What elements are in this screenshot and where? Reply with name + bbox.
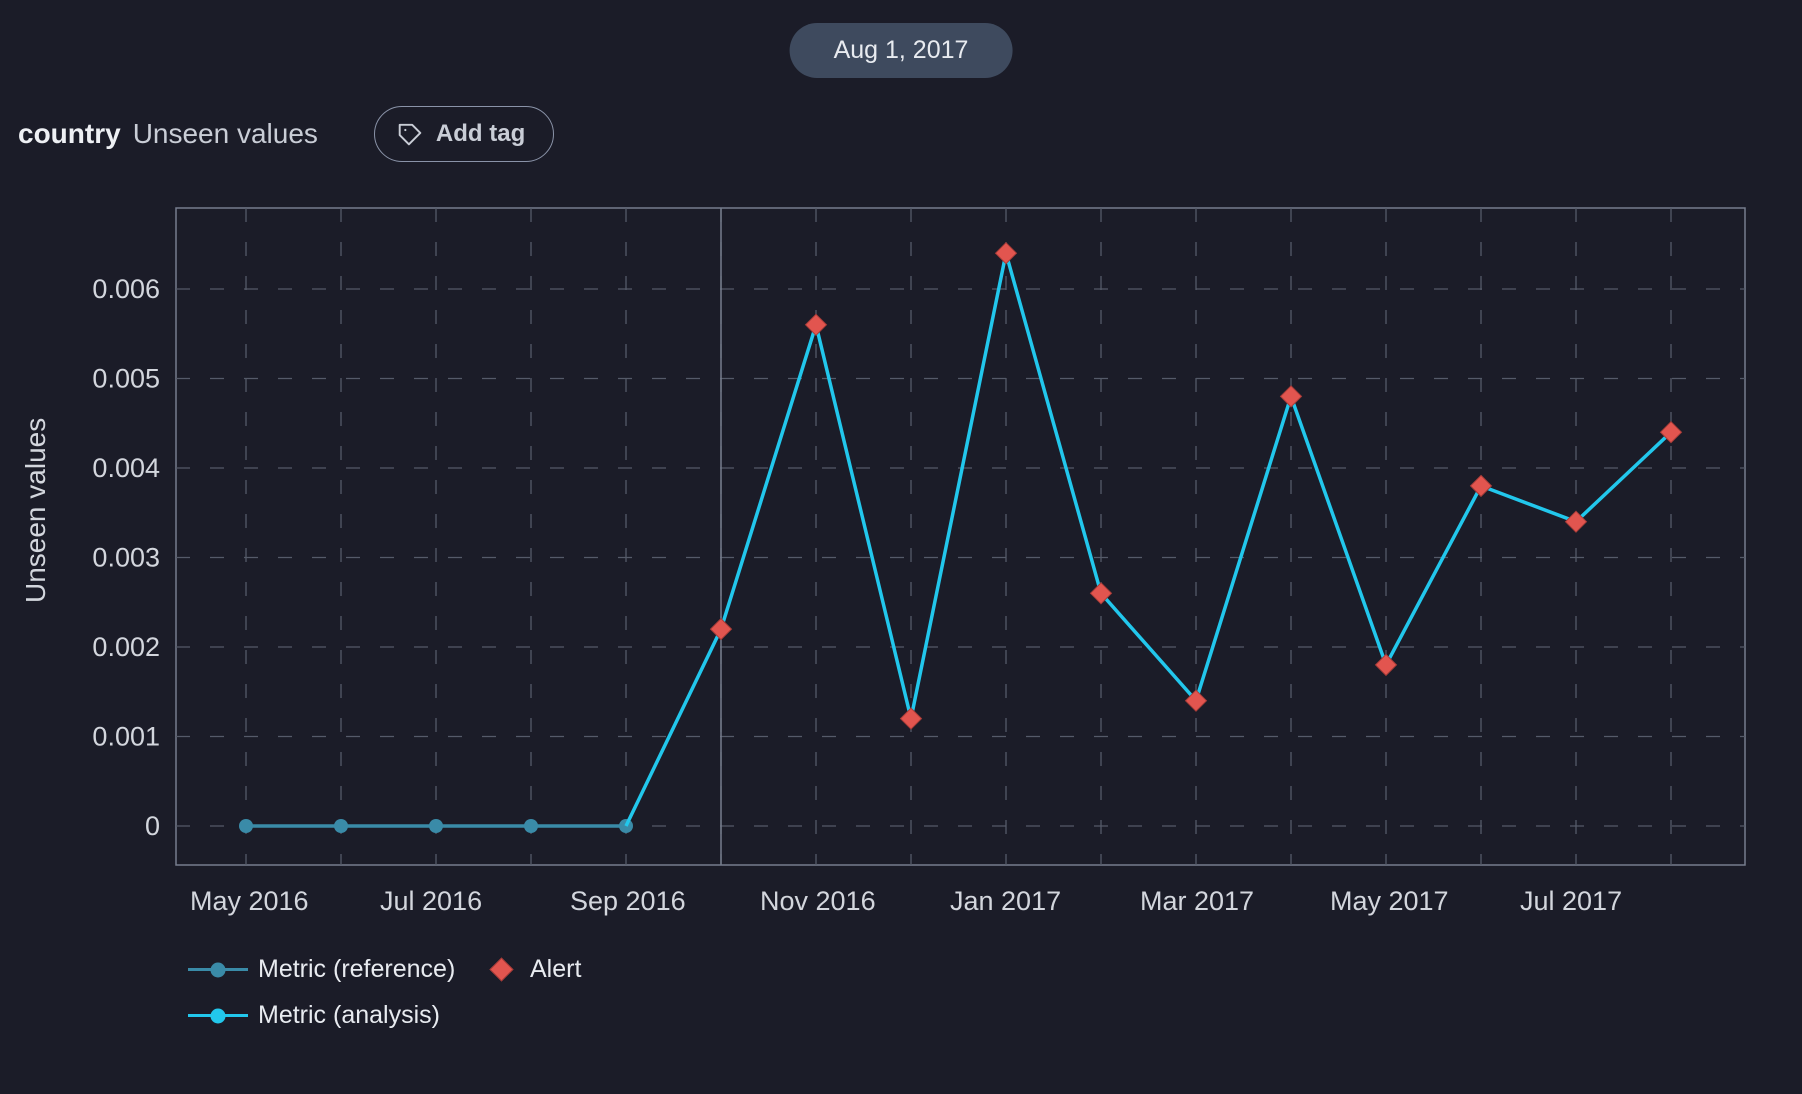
svg-text:Jan 2017: Jan 2017 bbox=[950, 886, 1061, 916]
svg-text:0.002: 0.002 bbox=[92, 632, 160, 662]
svg-text:0.003: 0.003 bbox=[92, 543, 160, 573]
svg-text:Jul 2016: Jul 2016 bbox=[380, 886, 482, 916]
svg-text:0.005: 0.005 bbox=[92, 364, 160, 394]
svg-text:0: 0 bbox=[145, 811, 160, 841]
svg-text:0.001: 0.001 bbox=[92, 722, 160, 752]
svg-text:Sep 2016: Sep 2016 bbox=[570, 886, 686, 916]
svg-text:Nov 2016: Nov 2016 bbox=[760, 886, 876, 916]
svg-text:0.006: 0.006 bbox=[92, 274, 160, 304]
svg-text:Mar 2017: Mar 2017 bbox=[1140, 886, 1254, 916]
svg-text:May 2016: May 2016 bbox=[190, 886, 309, 916]
svg-text:0.004: 0.004 bbox=[92, 453, 160, 483]
svg-text:May 2017: May 2017 bbox=[1330, 886, 1449, 916]
svg-text:Jul 2017: Jul 2017 bbox=[1520, 886, 1622, 916]
